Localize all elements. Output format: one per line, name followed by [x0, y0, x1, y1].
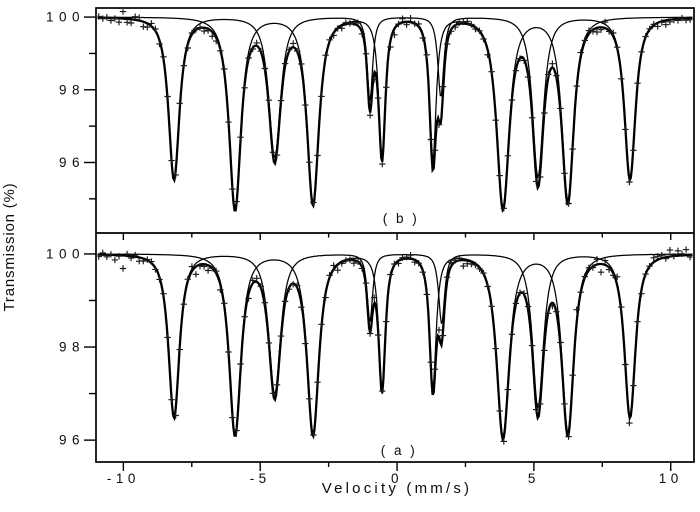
fit-curves [97, 16, 693, 443]
panel-a-sextet-2-curve [97, 253, 693, 438]
y-tick-label: 96 [59, 433, 85, 448]
plot-frame [95, 7, 695, 463]
panel-b-sextet-1-curve [97, 16, 693, 181]
y-tick-label: 96 [59, 155, 85, 170]
panel-b-sextet-2-curve [97, 16, 693, 209]
panel-a-label: ( a ) [381, 443, 418, 458]
x-tick-label: 5 [528, 471, 540, 486]
panel-a-total-fit-curve [97, 253, 693, 443]
data-point-markers [97, 9, 693, 445]
y-axis-title: Transmission (%) [1, 183, 18, 312]
y-tick-label: 100 [46, 246, 85, 261]
x-tick-label: 0 [391, 471, 403, 486]
panel-b-curves [97, 16, 693, 214]
x-tick-label: -5 [250, 471, 271, 486]
panel-a-data-markers [97, 246, 693, 445]
panel-b-total-fit-curve [97, 16, 693, 214]
x-tick-label: -10 [107, 471, 140, 486]
y-tick-label: 100 [46, 10, 85, 25]
y-tick-label: 98 [59, 82, 85, 97]
y-tick-label: 98 [59, 340, 85, 355]
axis-tick-labels: -10 -5 0 5 10 100 98 96 100 98 96 [46, 10, 683, 486]
axis-ticks [84, 16, 672, 471]
x-tick-label: 10 [659, 471, 683, 486]
x-axis-title: Velocity (mm/s) [322, 480, 473, 497]
panel-b-data-markers [97, 9, 693, 212]
panel-a-curves [97, 253, 693, 443]
panel-a-sextet-1-curve [97, 253, 693, 419]
outer-frame [95, 7, 695, 463]
panel-b-label: ( b ) [383, 211, 420, 226]
